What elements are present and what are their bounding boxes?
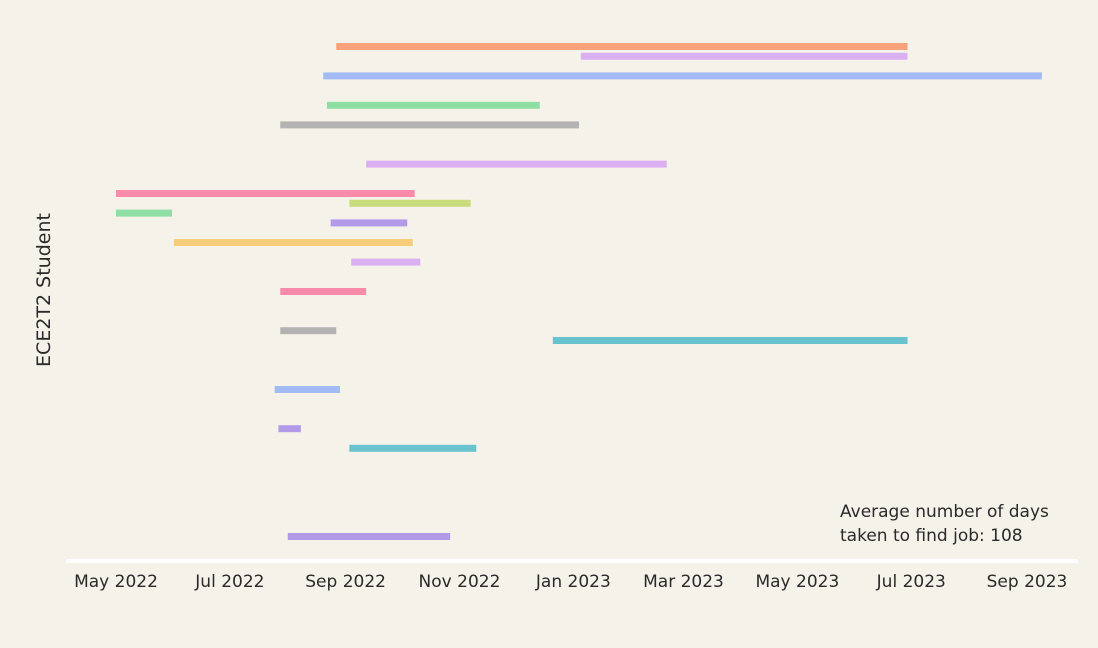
x-tick-label: Nov 2022 — [419, 572, 501, 592]
gantt-bar-5 — [280, 121, 579, 129]
gantt-bar-2 — [580, 52, 908, 60]
gantt-bar-10 — [330, 219, 408, 227]
annotation-line-1: Average number of days — [840, 502, 1049, 522]
x-tick-label: Jul 2022 — [194, 572, 264, 592]
gantt-bar-19 — [287, 533, 451, 540]
gantt-bar-18 — [349, 444, 477, 452]
x-tick-label: May 2023 — [755, 572, 839, 592]
gantt-bar-4 — [326, 101, 540, 109]
gantt-bar-1 — [336, 43, 908, 50]
x-tick-label: Jan 2023 — [535, 572, 611, 592]
y-axis-label: ECE2T2 Student — [33, 213, 55, 367]
annotation-line-2: taken to find job: 108 — [840, 526, 1023, 546]
gantt-bar-12 — [351, 258, 421, 266]
gantt-bar-15 — [552, 337, 908, 344]
gantt-bar-8 — [349, 199, 471, 207]
x-tick-label: May 2022 — [74, 572, 158, 592]
x-tick-label: Mar 2023 — [643, 572, 724, 592]
x-tick-label: Jul 2023 — [876, 572, 946, 592]
x-tick-label: Sep 2022 — [305, 572, 386, 592]
gantt-bar-17 — [278, 425, 301, 433]
gantt-bar-13 — [280, 288, 367, 295]
gantt-bar-9 — [116, 209, 173, 217]
gantt-bar-3 — [323, 72, 1042, 80]
gantt-bar-11 — [173, 239, 413, 246]
gantt-bar-7 — [116, 190, 415, 197]
gantt-bar-16 — [274, 386, 341, 393]
gantt-bar-6 — [366, 160, 667, 168]
gantt-bar-14 — [280, 327, 337, 335]
x-tick-label: Sep 2023 — [987, 572, 1068, 592]
average-days-annotation: Average number of days taken to find job… — [840, 500, 1049, 548]
